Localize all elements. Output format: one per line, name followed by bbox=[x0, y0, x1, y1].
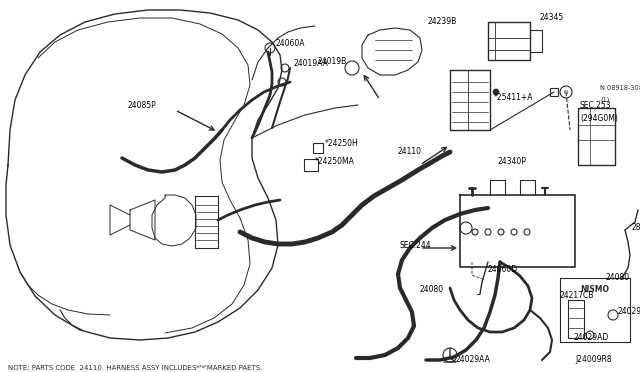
Text: *24250MA: *24250MA bbox=[315, 157, 355, 167]
Text: J24009R8: J24009R8 bbox=[575, 356, 612, 365]
Text: (1): (1) bbox=[600, 97, 609, 103]
Text: *24250H: *24250H bbox=[325, 140, 359, 148]
Text: 24080: 24080 bbox=[420, 285, 444, 295]
Text: 24110: 24110 bbox=[398, 148, 422, 157]
Text: 24060D: 24060D bbox=[488, 266, 518, 275]
Text: 24019AA: 24019AA bbox=[294, 60, 329, 68]
Text: 24340P: 24340P bbox=[498, 157, 527, 167]
Bar bbox=[313, 143, 323, 153]
Text: 24019B: 24019B bbox=[318, 58, 348, 67]
Text: SEC.253: SEC.253 bbox=[580, 100, 612, 109]
Bar bbox=[550, 88, 558, 96]
Text: 24345: 24345 bbox=[540, 13, 564, 22]
Text: 24029AA: 24029AA bbox=[455, 356, 490, 365]
Text: NISMO: NISMO bbox=[580, 285, 609, 295]
Text: SEC.244: SEC.244 bbox=[400, 241, 431, 250]
Bar bbox=[304, 159, 318, 171]
Text: N 08918-3082A: N 08918-3082A bbox=[600, 85, 640, 91]
Text: 24060A: 24060A bbox=[276, 39, 305, 48]
Text: 24029AD: 24029AD bbox=[574, 334, 609, 343]
Text: NOTE: PARTS CODE  24110  HARNESS ASSY INCLUDES*'*'MARKED PAETS.: NOTE: PARTS CODE 24110 HARNESS ASSY INCL… bbox=[8, 365, 262, 371]
Circle shape bbox=[493, 89, 499, 95]
Text: (294G0M): (294G0M) bbox=[580, 113, 618, 122]
Text: N: N bbox=[564, 90, 568, 94]
Text: 24085P: 24085P bbox=[128, 102, 157, 110]
Text: 24217CB: 24217CB bbox=[560, 292, 595, 301]
Text: *25411+A: *25411+A bbox=[494, 93, 534, 103]
Text: 24029AE: 24029AE bbox=[618, 308, 640, 317]
Text: 24080: 24080 bbox=[605, 273, 629, 282]
Text: 24239B: 24239B bbox=[428, 17, 457, 26]
Text: 28360U: 28360U bbox=[632, 224, 640, 232]
